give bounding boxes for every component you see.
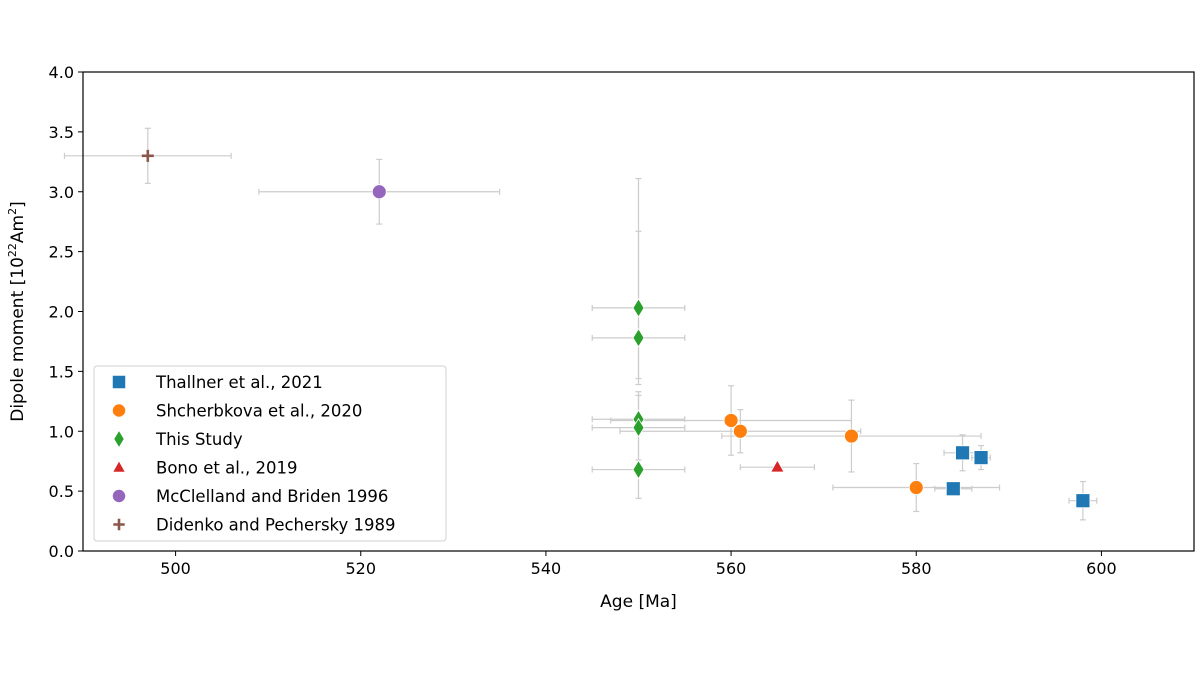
x-tick-label: 540 bbox=[531, 559, 562, 578]
x-tick-label: 580 bbox=[901, 559, 932, 578]
y-tick-label: 3.5 bbox=[49, 123, 74, 142]
data-point-series-3 bbox=[632, 328, 645, 348]
legend-label: Shcherbkova et al., 2020 bbox=[156, 402, 362, 421]
legend-label: Bono et al., 2019 bbox=[156, 459, 298, 478]
legend-box bbox=[93, 365, 447, 542]
legend-marker bbox=[111, 403, 127, 418]
y-axis-label-mid: Am bbox=[8, 215, 28, 243]
y-axis-label-prefix: Dipole moment [10 bbox=[8, 257, 28, 422]
data-point-series-6 bbox=[141, 149, 154, 162]
y-axis-label-suffix: ] bbox=[8, 201, 28, 208]
legend-label: Didenko and Pechersky 1989 bbox=[156, 516, 396, 535]
x-tick-label: 560 bbox=[716, 559, 747, 578]
legend-marker bbox=[111, 374, 127, 390]
legend-marker bbox=[113, 429, 125, 449]
y-tick-label: 4.0 bbox=[49, 63, 74, 82]
data-point-series-2 bbox=[723, 413, 739, 428]
legend-label: Thallner et al., 2021 bbox=[155, 373, 323, 392]
y-axis-label-sup1: 22 bbox=[6, 243, 19, 257]
data-point-series-4 bbox=[770, 459, 785, 473]
y-tick-label: 1.0 bbox=[49, 422, 74, 441]
y-tick-label: 1.5 bbox=[49, 362, 74, 381]
data-point-series-1 bbox=[945, 481, 961, 497]
data-point-series-1 bbox=[973, 450, 989, 465]
x-axis-label: Age [Ma] bbox=[600, 592, 677, 612]
data-point-series-2 bbox=[844, 428, 859, 444]
y-axis-label-sup2: 2 bbox=[6, 208, 19, 215]
y-tick-label: 3.0 bbox=[49, 183, 74, 202]
legend-marker bbox=[111, 488, 127, 504]
x-tick-label: 500 bbox=[160, 559, 191, 578]
y-tick-label: 2.5 bbox=[49, 243, 74, 262]
y-axis: 0.0 0.5 1.0 1.5 2.0 2.5 3.0 3.5 4.0 bbox=[49, 63, 83, 561]
y-tick-label: 0.0 bbox=[49, 542, 74, 561]
legend-label: McClelland and Briden 1996 bbox=[156, 487, 388, 506]
x-tick-label: 600 bbox=[1086, 559, 1117, 578]
x-axis: 500 520 540 560 580 600 bbox=[160, 551, 1117, 578]
data-point-series-2 bbox=[732, 423, 748, 439]
y-axis-label: Dipole moment [1022Am2] bbox=[6, 201, 28, 422]
y-tick-label: 2.0 bbox=[49, 303, 74, 322]
data-point-series-3 bbox=[632, 459, 645, 480]
markers-layer bbox=[141, 149, 1091, 509]
y-tick-label: 0.5 bbox=[49, 482, 74, 501]
legend-marker bbox=[113, 518, 125, 531]
data-point-series-3 bbox=[632, 417, 645, 438]
data-point-series-2 bbox=[908, 480, 924, 495]
data-point-series-1 bbox=[1075, 493, 1091, 509]
legend: Thallner et al., 2021 Shcherbkova et al.,… bbox=[93, 365, 447, 542]
legend-label: This Study bbox=[155, 430, 243, 449]
data-point-series-5 bbox=[371, 184, 387, 200]
data-point-series-3 bbox=[632, 298, 645, 318]
legend-marker bbox=[112, 460, 126, 473]
x-tick-label: 520 bbox=[345, 559, 376, 578]
data-point-series-1 bbox=[955, 445, 970, 461]
